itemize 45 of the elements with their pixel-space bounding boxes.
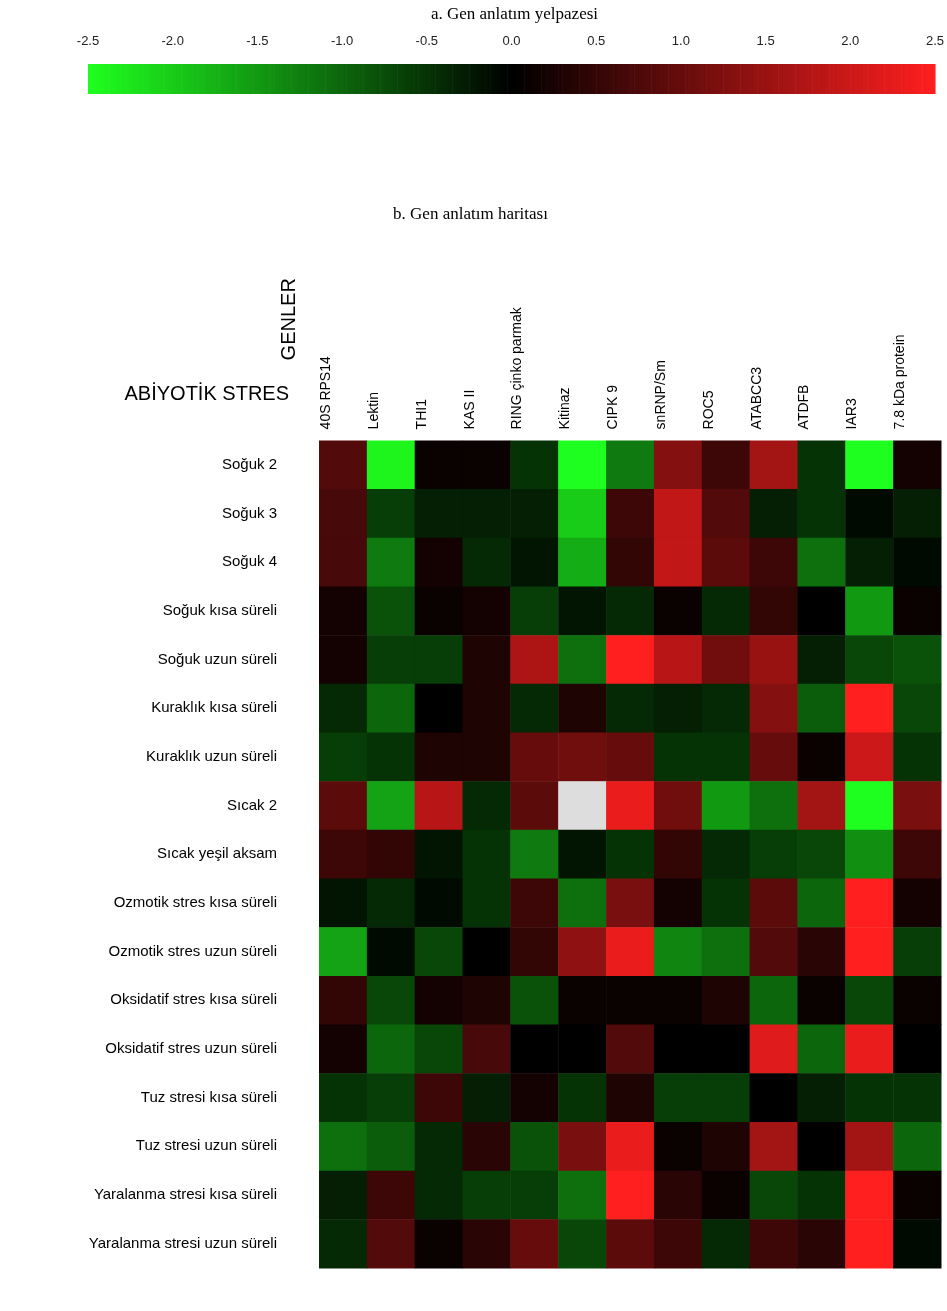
x-tick-label: Lektin bbox=[364, 392, 381, 430]
x-tick-label: snRNP/Sm bbox=[651, 360, 668, 430]
x-tick-label: ATABCC3 bbox=[747, 366, 764, 430]
x-tick-label: 40S RPS14 bbox=[316, 356, 333, 430]
color-bar-label: 0.5 bbox=[587, 32, 606, 48]
x-tick-label: IAR3 bbox=[843, 398, 860, 430]
y-tick-label: Yaralanma stresi kısa süreli bbox=[93, 1185, 277, 1203]
y-tick-label: Kuraklık uzun süreli bbox=[146, 746, 277, 764]
color-bar-label: 1.5 bbox=[756, 32, 775, 48]
y-tick-label: Soğuk 4 bbox=[221, 552, 277, 570]
y-axis-title: ABİYOTİK STRES bbox=[124, 381, 289, 404]
color-bar-label: 0.0 bbox=[502, 32, 521, 48]
x-tick-label: ATDFB bbox=[795, 384, 812, 430]
text: GENLER bbox=[276, 278, 299, 361]
color-bar-label: -1.5 bbox=[246, 32, 269, 48]
y-tick-label: Sıcak 2 bbox=[226, 795, 277, 813]
chart-title: b. Gen anlatım haritası bbox=[393, 203, 549, 223]
y-tick-label: Tuz stresi uzun süreli bbox=[135, 1136, 277, 1154]
x-tick-label: RING çinko parmak bbox=[508, 306, 525, 430]
y-tick-label: Soğuk uzun süreli bbox=[157, 649, 277, 667]
y-tick-label: Yaralanma stresi uzun süreli bbox=[88, 1233, 277, 1251]
color-bar-label: -2.5 bbox=[76, 32, 100, 48]
x-tick-label: KAS II bbox=[460, 389, 477, 430]
color-bar-label: 2.0 bbox=[841, 32, 860, 48]
x-tick-label: Kitinaz bbox=[556, 387, 573, 430]
color-bar-title: a. Gen anlatım yelpazesi bbox=[430, 3, 599, 23]
x-tick-label: ROC5 bbox=[699, 390, 716, 430]
color-bar-label: -1.0 bbox=[330, 32, 354, 48]
y-tick-label: Ozmotik stres uzun süreli bbox=[108, 941, 277, 959]
x-tick-label: 7.8 kDa protein bbox=[891, 334, 908, 430]
y-tick-label: Soğuk 2 bbox=[221, 454, 277, 472]
y-tick-label: Kuraklık kısa süreli bbox=[151, 698, 277, 716]
y-tick-label: Ozmotik stres kısa süreli bbox=[113, 893, 277, 911]
color-bar-label: -2.0 bbox=[161, 32, 184, 48]
y-tick-label: Soğuk 3 bbox=[221, 503, 277, 521]
y-tick-label: Sıcak yeşil aksam bbox=[156, 844, 277, 862]
y-tick-label: Soğuk kısa süreli bbox=[162, 600, 277, 618]
y-tick-label: Oksidatif stres kısa süreli bbox=[110, 990, 277, 1008]
color-bar-label: 1.0 bbox=[671, 32, 690, 48]
y-tick-label: Oksidatif stres uzun süreli bbox=[105, 1039, 277, 1057]
color-bar-label: -0.5 bbox=[415, 32, 438, 48]
x-tick-label: CIPK 9 bbox=[604, 384, 621, 430]
y-tick-label: Tuz stresi kısa süreli bbox=[140, 1087, 277, 1105]
x-tick-label: THI1 bbox=[412, 398, 429, 430]
color-bar-label: 2.5 bbox=[925, 32, 944, 48]
